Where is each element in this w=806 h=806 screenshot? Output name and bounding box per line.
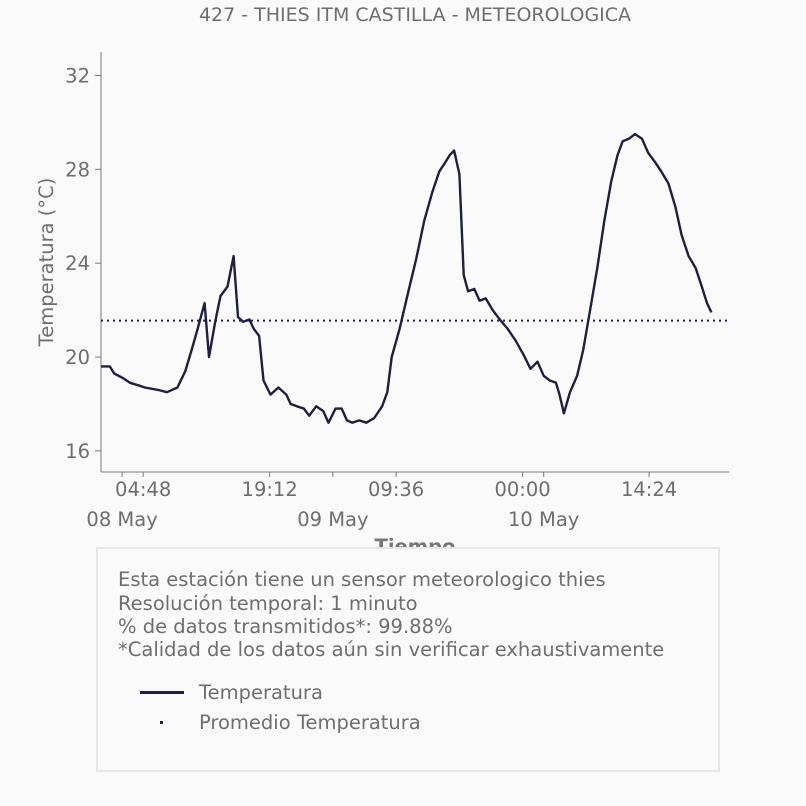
y-axis-label: Temperatura (°C) — [35, 178, 58, 348]
y-tick-label: 28 — [65, 158, 90, 181]
legend-label-temperatura: Temperatura — [199, 681, 323, 704]
chart-title: 427 - THIES ITM CASTILLA - METEOROLOGICA — [199, 4, 631, 26]
info-quality-note: *Calidad de los datos aún sin verificar … — [118, 638, 665, 661]
x-date-label: 10 May — [508, 508, 579, 531]
x-date-label: 09 May — [297, 508, 368, 531]
y-axis: 16 20 24 28 32 — [65, 52, 102, 472]
y-tick-label: 20 — [65, 346, 90, 369]
y-tick-label: 16 — [65, 440, 90, 463]
x-tick-label: 00:00 — [494, 478, 550, 501]
info-data-transmitted: % de datos transmitidos*: 99.88% — [118, 615, 453, 638]
temperature-line — [101, 132, 713, 424]
x-tick-label: 14:24 — [621, 478, 677, 501]
info-resolution: Resolución temporal: 1 minuto — [118, 592, 418, 615]
legend-label-promedio: Promedio Temperatura — [199, 711, 421, 734]
legend-line-swatch — [140, 691, 184, 694]
x-tick-label: 04:48 — [115, 478, 171, 501]
y-tick-label: 32 — [65, 64, 90, 87]
x-date-label: 08 May — [86, 508, 157, 531]
plot-area — [101, 132, 729, 424]
info-station-sensor: Esta estación tiene un sensor meteorolog… — [118, 568, 606, 591]
x-tick-label: 09:36 — [368, 478, 424, 501]
x-tick-label: 19:12 — [242, 478, 298, 501]
legend-dot-swatch — [160, 721, 163, 724]
info-legend-box: Esta estación tiene un sensor meteorolog… — [96, 547, 720, 772]
x-axis: 04:48 19:12 09:36 00:00 14:24 08 May 09 May 10 … — [86, 471, 729, 531]
y-tick-label: 24 — [65, 252, 90, 275]
